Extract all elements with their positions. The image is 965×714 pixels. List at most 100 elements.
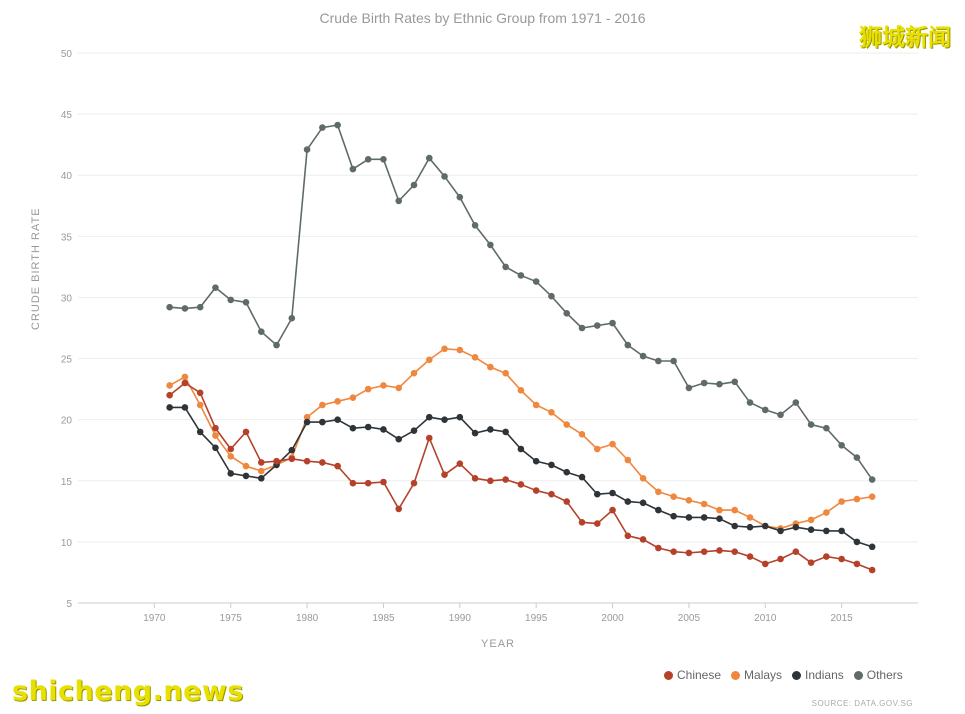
- point-chinese-2017: [868, 566, 876, 574]
- point-malays-2015: [838, 498, 845, 505]
- point-indians-1987: [410, 427, 418, 434]
- point-chinese-2016: [853, 560, 861, 568]
- y-tick-label-20: 20: [61, 416, 73, 427]
- y-tick-label-35: 35: [61, 232, 73, 243]
- point-indians-2013: [807, 526, 815, 533]
- point-chinese-1985: [380, 478, 387, 486]
- point-indians-2014: [823, 527, 830, 535]
- point-malays-1988: [425, 356, 433, 364]
- point-others-1975: [227, 296, 235, 304]
- x-tick-label-1970: 1970: [143, 613, 166, 624]
- point-chinese-1993: [502, 476, 509, 483]
- legend-item-malays[interactable]: Malays: [731, 668, 782, 682]
- y-tick-label-50: 50: [61, 49, 73, 60]
- point-chinese-1986: [395, 505, 403, 513]
- point-others-2015: [838, 442, 845, 449]
- point-indians-1974: [212, 444, 219, 452]
- point-indians-1989: [441, 416, 448, 423]
- point-others-1992: [487, 241, 494, 249]
- point-indians-2006: [700, 514, 708, 521]
- point-others-2017: [868, 476, 876, 483]
- point-malays-2000: [609, 440, 616, 448]
- x-tick-label-2015: 2015: [831, 613, 854, 624]
- point-others-2007: [716, 380, 723, 388]
- point-indians-1973: [196, 428, 204, 436]
- point-indians-1982: [334, 416, 341, 423]
- point-malays-2014: [823, 509, 830, 516]
- point-others-1989: [441, 173, 448, 180]
- legend-label-indians: Indians: [805, 668, 844, 682]
- x-tick-label-1975: 1975: [220, 613, 243, 624]
- point-chinese-1997: [563, 498, 571, 505]
- point-indians-2001: [624, 498, 632, 505]
- point-malays-1976: [242, 462, 250, 470]
- point-others-1980: [303, 146, 311, 153]
- point-indians-1985: [380, 426, 387, 433]
- legend-item-chinese[interactable]: Chinese: [664, 668, 721, 682]
- point-chinese-2015: [838, 555, 845, 563]
- point-chinese-2008: [731, 548, 739, 555]
- point-chinese-1990: [456, 460, 464, 467]
- point-indians-1972: [181, 404, 189, 411]
- point-malays-1987: [410, 369, 418, 377]
- point-others-2010: [761, 406, 769, 414]
- point-malays-2007: [716, 506, 723, 514]
- point-indians-2007: [716, 515, 723, 522]
- point-chinese-1972: [181, 379, 189, 387]
- point-indians-2011: [777, 527, 784, 535]
- point-others-2004: [670, 357, 677, 365]
- y-tick-label-40: 40: [61, 171, 73, 182]
- point-chinese-1973: [196, 389, 204, 397]
- point-others-1987: [410, 181, 418, 189]
- point-malays-2016: [853, 495, 861, 503]
- point-malays-2005: [685, 497, 693, 504]
- legend-label-others: Others: [866, 668, 903, 682]
- point-chinese-1992: [487, 477, 494, 485]
- point-indians-1986: [395, 435, 403, 443]
- point-chinese-1991: [471, 475, 479, 482]
- x-tick-label-1995: 1995: [525, 613, 548, 624]
- point-indians-1996: [548, 461, 555, 469]
- legend-item-indians[interactable]: Indians: [792, 668, 844, 682]
- point-indians-2003: [655, 506, 662, 514]
- y-tick-label-5: 5: [66, 599, 72, 610]
- point-indians-1980: [303, 418, 311, 426]
- point-others-1985: [380, 156, 387, 163]
- point-others-1991: [471, 222, 479, 229]
- legend-item-others[interactable]: Others: [853, 668, 903, 682]
- point-indians-1977: [257, 475, 265, 482]
- point-chinese-2005: [685, 549, 693, 557]
- point-chinese-1999: [593, 520, 601, 527]
- point-others-1996: [548, 292, 555, 300]
- point-indians-1998: [578, 473, 586, 481]
- point-others-1986: [395, 197, 403, 205]
- point-others-2008: [731, 378, 739, 386]
- point-others-1995: [532, 278, 540, 285]
- point-chinese-1974: [212, 424, 219, 432]
- point-malays-1974: [212, 432, 219, 439]
- y-tick-label-25: 25: [61, 355, 73, 366]
- point-indians-1971: [166, 404, 173, 411]
- point-indians-2005: [685, 514, 693, 521]
- x-tick-label-1990: 1990: [449, 613, 472, 624]
- point-malays-1986: [395, 384, 403, 392]
- point-malays-1982: [334, 398, 341, 405]
- point-others-2000: [609, 319, 616, 327]
- point-malays-1980: [303, 413, 311, 421]
- point-indians-2012: [792, 523, 800, 531]
- point-indians-1991: [471, 429, 479, 437]
- point-others-1981: [319, 124, 326, 131]
- point-indians-1984: [364, 423, 372, 431]
- point-chinese-2004: [670, 548, 677, 555]
- point-indians-2010: [761, 522, 769, 530]
- point-indians-1990: [456, 413, 464, 421]
- point-malays-2002: [639, 475, 647, 482]
- point-chinese-2013: [807, 559, 815, 566]
- point-chinese-1988: [425, 434, 433, 442]
- point-indians-2000: [609, 489, 616, 497]
- point-indians-1976: [242, 472, 250, 480]
- point-indians-1994: [517, 445, 525, 453]
- point-indians-2016: [853, 538, 861, 546]
- point-others-2009: [746, 399, 754, 406]
